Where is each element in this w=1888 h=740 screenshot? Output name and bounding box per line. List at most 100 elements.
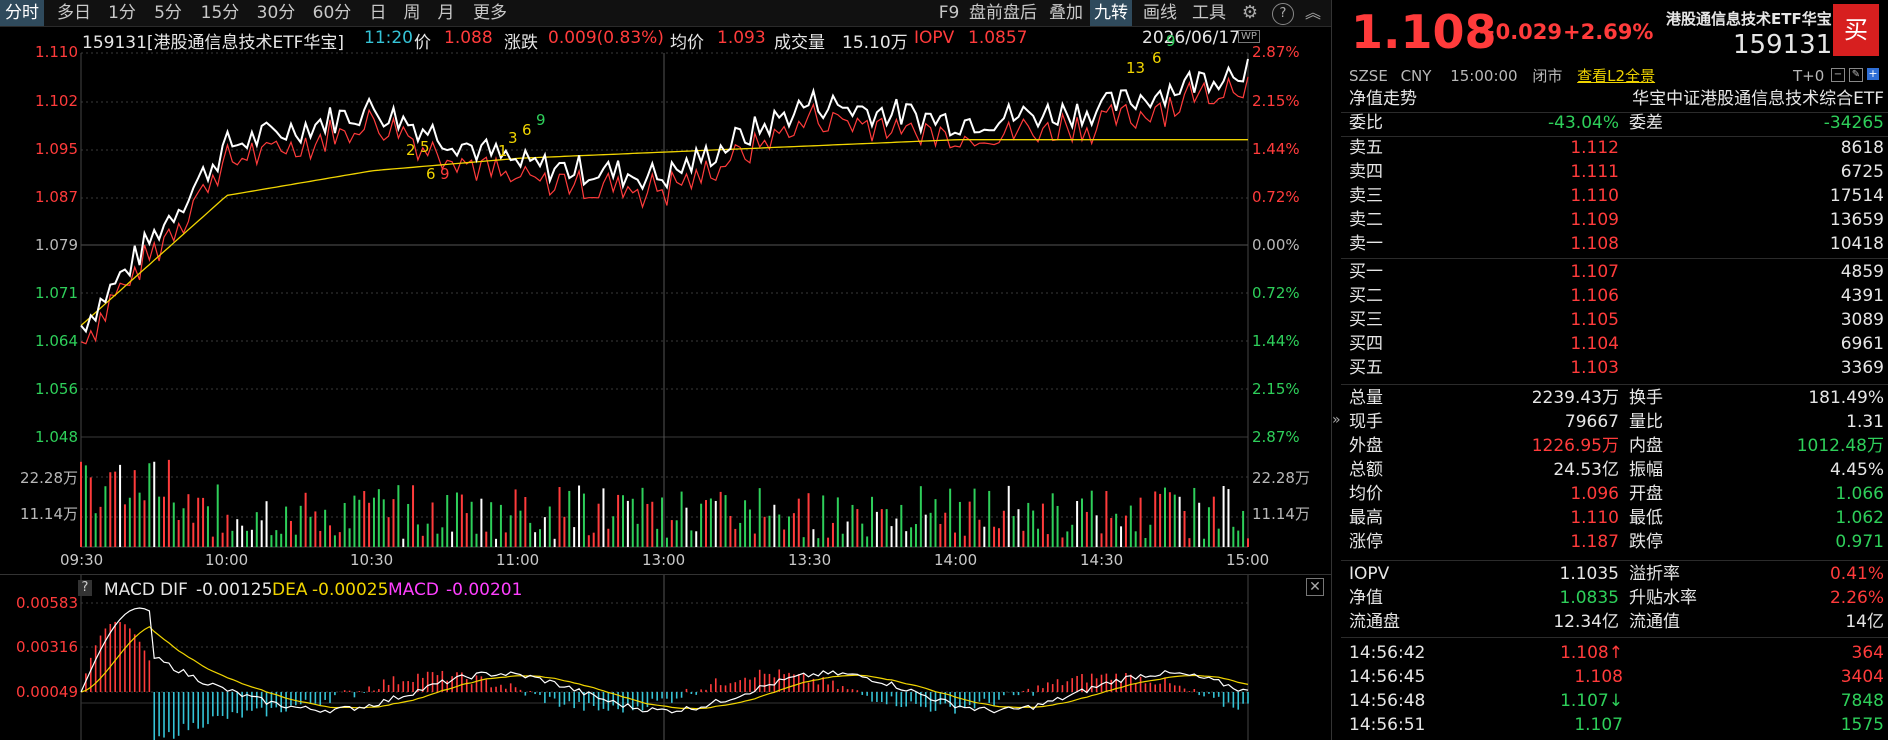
tab-month[interactable]: 月 xyxy=(437,3,455,23)
bid-price: 1.105 xyxy=(1570,310,1619,330)
stat-value: 1012.48万 xyxy=(1796,436,1884,456)
edit-icon[interactable]: ✎ xyxy=(1849,68,1863,82)
percent-tick: 2.15% xyxy=(1252,380,1300,398)
bid-level-row[interactable]: 买四 1.104 6961 xyxy=(1349,332,1884,356)
time-tick: 14:00 xyxy=(934,551,978,569)
stat-label: 内盘 xyxy=(1629,436,1663,456)
tick-volume: 3404 xyxy=(1840,667,1884,687)
tab-30min[interactable]: 30分 xyxy=(256,3,296,23)
time-tick: 13:00 xyxy=(642,551,686,569)
nine-turn-label: 2 xyxy=(406,141,416,159)
stat-row: 均价 1.096 开盘 1.066 xyxy=(1349,482,1884,506)
iopv-value: 1.0857 xyxy=(968,28,1028,48)
bid-level-row[interactable]: 买一 1.107 4859 xyxy=(1349,260,1884,284)
macd-help-icon[interactable]: ? xyxy=(78,580,92,596)
stat-label: 净值 xyxy=(1349,588,1383,608)
settings-gear-icon[interactable]: ⚙ xyxy=(1241,2,1259,23)
stat-label: 流通盘 xyxy=(1349,612,1400,632)
ask-level-row[interactable]: 卖五 1.112 8618 xyxy=(1349,136,1884,160)
f9-button[interactable]: F9 xyxy=(938,3,960,23)
tab-day[interactable]: 日 xyxy=(369,3,387,23)
bid-level-row[interactable]: 买二 1.106 4391 xyxy=(1349,284,1884,308)
ask-level-label: 卖五 xyxy=(1349,138,1383,158)
tab-1min[interactable]: 1分 xyxy=(108,3,136,23)
change-label: 涨跌 xyxy=(504,33,538,53)
ask-level-row[interactable]: 卖四 1.111 6725 xyxy=(1349,160,1884,184)
dif-line xyxy=(80,607,1249,714)
buy-button[interactable]: 买 xyxy=(1833,4,1879,56)
wp-badge-icon[interactable]: WP xyxy=(1238,30,1260,43)
overlay-button[interactable]: 叠加 xyxy=(1049,3,1083,23)
pre-post-market-button[interactable]: 盘前盘后 xyxy=(969,3,1037,23)
nine-turn-label: 9 xyxy=(536,111,546,129)
change-value: 0.009(0.83%) xyxy=(548,28,664,48)
minus-icon[interactable]: − xyxy=(1831,68,1845,82)
price-line xyxy=(80,58,1249,334)
close-macd-icon[interactable]: ✕ xyxy=(1306,578,1324,596)
ask-level-row[interactable]: 卖三 1.110 17514 xyxy=(1349,184,1884,208)
price-tick: 1.087 xyxy=(35,188,78,206)
nine-turn-markers: 2 5 6 9 1 3 6 9 13 6 9 xyxy=(406,32,1176,183)
stat-value: 181.49% xyxy=(1808,388,1884,408)
bid-level-row[interactable]: 买三 1.105 3089 xyxy=(1349,308,1884,332)
tab-more[interactable]: 更多 xyxy=(473,3,507,23)
bid-price: 1.103 xyxy=(1570,358,1619,378)
nav-trend-link[interactable]: 净值走势 xyxy=(1349,89,1417,109)
dea-line xyxy=(80,625,1249,710)
l2-panorama-link[interactable]: 查看L2全景 xyxy=(1577,67,1656,85)
volume-label: 成交量 xyxy=(774,33,825,53)
chart-date: 2026/06/17 xyxy=(1142,28,1240,48)
stat-label: 最低 xyxy=(1629,508,1663,528)
ask-level-row[interactable]: 卖一 1.108 10418 xyxy=(1349,232,1884,256)
bid-price: 1.106 xyxy=(1570,286,1619,306)
tick-time: 14:56:48 xyxy=(1349,691,1426,711)
macd-indicator-chart[interactable] xyxy=(0,575,1331,740)
stat-value: 79667 xyxy=(1564,412,1619,432)
draw-line-button[interactable]: 画线 xyxy=(1143,3,1177,23)
tab-week[interactable]: 周 xyxy=(403,3,421,23)
bid-level-row[interactable]: 买五 1.103 3369 xyxy=(1349,356,1884,380)
stat-label: 涨停 xyxy=(1349,532,1383,552)
volume-tick: 22.28万 xyxy=(20,469,78,487)
volume-tick: 11.14万 xyxy=(20,505,78,523)
percent-tick: 0.00% xyxy=(1252,236,1300,254)
stat-value: 24.53亿 xyxy=(1553,460,1619,480)
expand-arrow-icon[interactable]: » xyxy=(1332,412,1341,428)
tab-5min[interactable]: 5分 xyxy=(154,3,182,23)
tab-intraday[interactable]: 分时 xyxy=(0,0,44,26)
stat-row: 现手 79667 量比 1.31 xyxy=(1349,410,1884,434)
ask-price: 1.108 xyxy=(1570,234,1619,254)
market-state: 闭市 xyxy=(1532,67,1563,85)
tab-60min[interactable]: 60分 xyxy=(312,3,352,23)
collapse-up-icon[interactable]: ︽ xyxy=(1304,3,1321,22)
tick-price: 1.107 xyxy=(1574,715,1623,735)
nine-turn-label: 5 xyxy=(420,138,430,156)
nine-turn-label: 6 xyxy=(426,165,436,183)
stat-value: 1.187 xyxy=(1570,532,1619,552)
time-tick: 10:30 xyxy=(350,551,394,569)
ask-level-row[interactable]: 卖二 1.109 13659 xyxy=(1349,208,1884,232)
tools-button[interactable]: 工具 xyxy=(1192,3,1226,23)
stat-label: 现手 xyxy=(1349,412,1383,432)
help-icon[interactable]: ? xyxy=(1272,3,1294,25)
stat-value: 1226.95万 xyxy=(1531,436,1619,456)
stat-label: 跌停 xyxy=(1629,532,1663,552)
tab-15min[interactable]: 15分 xyxy=(200,3,240,23)
nine-turn-button[interactable]: 九转 xyxy=(1090,0,1132,26)
price-tick: 1.048 xyxy=(35,428,78,446)
price-tick: 1.064 xyxy=(35,332,78,350)
cursor-time: 11:20 xyxy=(364,28,413,48)
intraday-price-chart[interactable]: 2 5 6 9 1 3 6 9 13 6 9 xyxy=(0,27,1331,573)
bid-level-label: 买五 xyxy=(1349,358,1383,378)
volume-bars xyxy=(80,459,1249,547)
price-change: +0.029 xyxy=(1478,20,1563,44)
divider xyxy=(1341,637,1888,638)
period-toolbar: 分时 多日 1分 5分 15分 30分 60分 日 周 月 更多 F9 盘前盘后… xyxy=(0,0,1331,27)
percent-tick: 0.72% xyxy=(1252,188,1300,206)
currency: CNY xyxy=(1400,67,1432,85)
ask-volume: 6725 xyxy=(1840,162,1884,182)
exchange: SZSE xyxy=(1349,67,1388,85)
add-icon[interactable]: + xyxy=(1867,67,1879,80)
tab-multi-day[interactable]: 多日 xyxy=(57,3,91,23)
stat-label: 总额 xyxy=(1349,460,1383,480)
